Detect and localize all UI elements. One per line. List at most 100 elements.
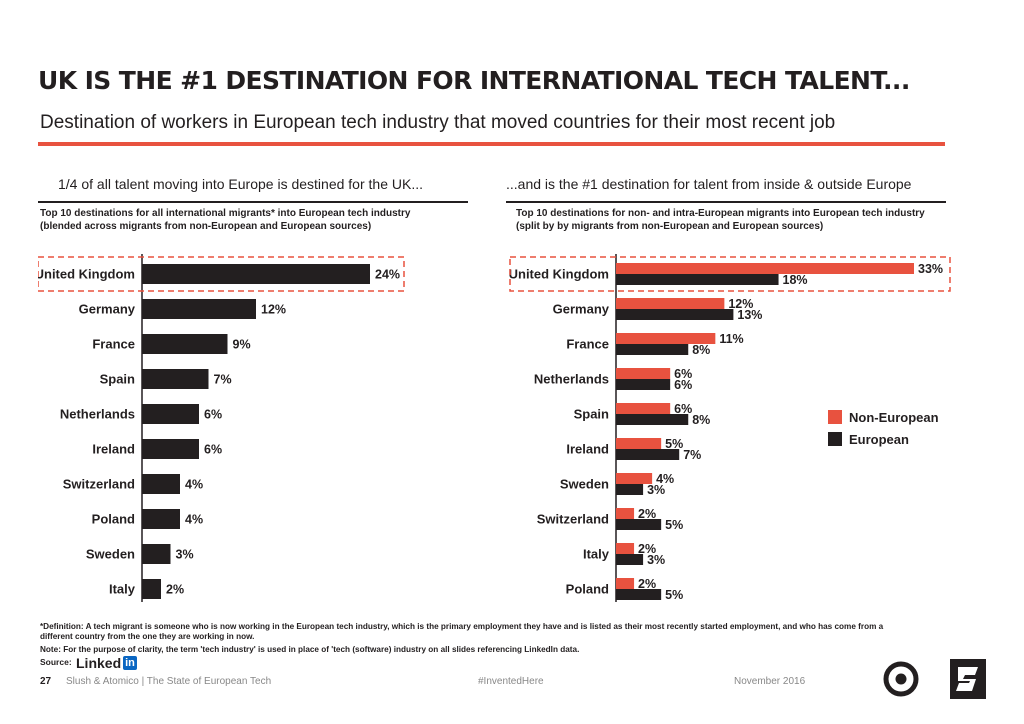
linkedin-in-badge: in <box>123 656 137 670</box>
legend-label-european: European <box>849 432 909 447</box>
value-label-european-germany: 13% <box>737 308 762 322</box>
value-label-european-netherlands: 6% <box>674 378 692 392</box>
right-chart-description-line: (split by by migrants from non-European … <box>516 221 823 232</box>
linkedin-wordmark: Linked <box>76 655 122 671</box>
legend-swatch-non-european <box>828 410 842 424</box>
value-label-netherlands: 6% <box>204 408 222 422</box>
left-chart-description-line: Top 10 destinations for all internationa… <box>40 208 411 219</box>
value-label-germany: 12% <box>261 303 286 317</box>
footer-hashtag: #InventedHere <box>478 676 544 687</box>
left-bar-chart: 1/4 of all talent moving into Europe is … <box>38 176 468 602</box>
category-label-ireland: Ireland <box>566 442 609 457</box>
bar-european-italy <box>616 554 644 565</box>
bar-european-united-kingdom <box>616 274 779 285</box>
bar-non-european-germany <box>616 298 725 309</box>
category-label-poland: Poland <box>566 582 609 597</box>
bar-spain <box>142 369 209 389</box>
right-chart-description-line: Top 10 destinations for non- and intra-E… <box>516 208 925 219</box>
highlight-box-right <box>509 256 951 292</box>
page-number: 27 <box>40 676 52 687</box>
legend-swatch-european <box>828 432 842 446</box>
bar-european-spain <box>616 414 689 425</box>
bar-european-germany <box>616 309 734 320</box>
bar-european-poland <box>616 589 662 600</box>
category-label-poland: Poland <box>92 512 135 527</box>
footnote-note: Note: For the purpose of clarity, the te… <box>40 645 580 654</box>
value-label-non-european-spain: 6% <box>674 402 692 416</box>
source-label: Source: <box>40 657 72 667</box>
category-label-united-kingdom: United Kingdom <box>38 267 135 282</box>
category-label-sweden: Sweden <box>86 547 135 562</box>
value-label-european-ireland: 7% <box>683 448 701 462</box>
bar-non-european-sweden <box>616 473 653 484</box>
category-label-france: France <box>92 337 135 352</box>
right-chart-title: ...and is the #1 destination for talent … <box>506 176 912 192</box>
bar-european-france <box>616 344 689 355</box>
bar-non-european-switzerland <box>616 508 635 519</box>
category-label-netherlands: Netherlands <box>534 372 609 387</box>
value-label-european-poland: 5% <box>665 588 683 602</box>
bar-non-european-netherlands <box>616 368 671 379</box>
value-label-non-european-switzerland: 2% <box>638 507 656 521</box>
slush-s-icon <box>950 659 986 699</box>
bar-sweden <box>142 544 171 564</box>
value-label-non-european-france: 11% <box>719 332 743 346</box>
bar-european-sweden <box>616 484 644 495</box>
linkedin-logo: Linked in <box>76 655 137 671</box>
value-label-poland: 4% <box>185 513 203 527</box>
bar-non-european-united-kingdom <box>616 263 914 274</box>
value-label-united-kingdom: 24% <box>375 268 400 282</box>
accent-divider <box>38 142 945 146</box>
value-label-ireland: 6% <box>204 443 222 457</box>
legend-label-non-european: Non-European <box>849 410 939 425</box>
value-label-switzerland: 4% <box>185 478 203 492</box>
bar-italy <box>142 579 161 599</box>
category-label-ireland: Ireland <box>92 442 135 457</box>
value-label-non-european-germany: 12% <box>728 297 753 311</box>
highlight-box-left <box>38 256 405 292</box>
value-label-sweden: 3% <box>176 548 194 562</box>
bar-germany <box>142 299 256 319</box>
bar-non-european-italy <box>616 543 635 554</box>
value-label-italy: 2% <box>166 583 184 597</box>
footer-date: November 2016 <box>734 676 806 687</box>
value-label-spain: 7% <box>214 373 232 387</box>
value-label-non-european-italy: 2% <box>638 542 656 556</box>
footer-org: Slush & Atomico | The State of European … <box>66 676 272 687</box>
footnote-definition-line2: different country from the one they are … <box>40 632 255 641</box>
bar-non-european-ireland <box>616 438 662 449</box>
category-label-united-kingdom: United Kingdom <box>509 267 609 282</box>
bar-european-ireland <box>616 449 680 460</box>
category-label-italy: Italy <box>583 547 610 562</box>
bar-poland <box>142 509 180 529</box>
bar-france <box>142 334 228 354</box>
bar-non-european-poland <box>616 578 635 589</box>
bar-non-european-spain <box>616 403 671 414</box>
category-label-italy: Italy <box>109 582 136 597</box>
value-label-european-italy: 3% <box>647 553 665 567</box>
left-chart-description-line: (blended across migrants from non-Europe… <box>40 221 371 232</box>
bar-netherlands <box>142 404 199 424</box>
value-label-non-european-sweden: 4% <box>656 472 674 486</box>
right-bar-chart: ...and is the #1 destination for talent … <box>506 176 951 602</box>
bar-switzerland <box>142 474 180 494</box>
footnote-definition-line1: *Definition: A tech migrant is someone w… <box>40 622 884 631</box>
value-label-european-sweden: 3% <box>647 483 665 497</box>
value-label-non-european-united-kingdom: 33% <box>918 262 943 276</box>
value-label-european-united-kingdom: 18% <box>783 273 808 287</box>
bar-united-kingdom <box>142 264 370 284</box>
category-label-sweden: Sweden <box>560 477 609 492</box>
category-label-germany: Germany <box>553 302 610 317</box>
category-label-germany: Germany <box>79 302 136 317</box>
value-label-france: 9% <box>233 338 251 352</box>
bar-ireland <box>142 439 199 459</box>
value-label-european-switzerland: 5% <box>665 518 683 532</box>
value-label-non-european-netherlands: 6% <box>674 367 692 381</box>
category-label-spain: Spain <box>100 372 135 387</box>
value-label-european-france: 8% <box>692 343 710 357</box>
category-label-switzerland: Switzerland <box>63 477 135 492</box>
slide-subtitle: Destination of workers in European tech … <box>40 112 836 133</box>
bar-european-netherlands <box>616 379 671 390</box>
bar-european-switzerland <box>616 519 662 530</box>
left-chart-title: 1/4 of all talent moving into Europe is … <box>58 176 423 192</box>
